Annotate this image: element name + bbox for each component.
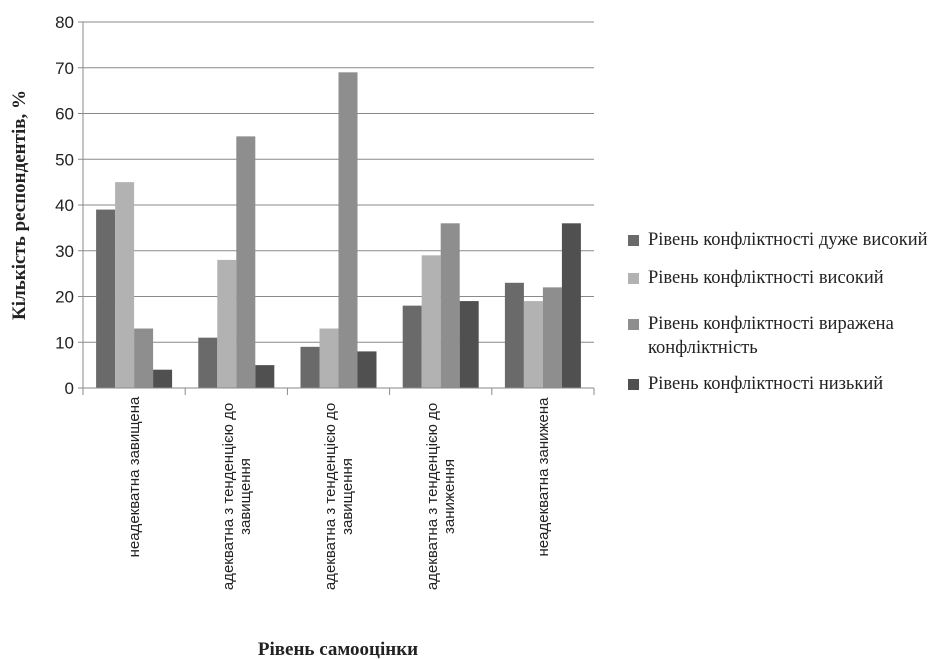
- bar: [255, 365, 275, 388]
- bars: [96, 72, 581, 388]
- legend-swatch: [628, 379, 639, 390]
- y-tick-label: 0: [65, 379, 74, 398]
- bar: [459, 301, 479, 388]
- bar: [542, 287, 562, 388]
- bar: [96, 209, 116, 388]
- legend-item: Рівень конфліктності дуже високий: [628, 228, 937, 252]
- bar: [421, 255, 441, 388]
- bar: [198, 337, 218, 388]
- bar: [236, 136, 256, 388]
- y-tick-label: 10: [55, 333, 74, 352]
- x-axis-title: Рівень самооцінки: [258, 639, 418, 659]
- bar: [115, 182, 135, 388]
- legend-swatch: [628, 319, 639, 330]
- legend-label: Рівень конфліктності дуже високий: [648, 230, 928, 250]
- x-category-label-line: адекватна з тенденцією до: [220, 403, 237, 590]
- axes: [78, 21, 595, 395]
- x-category-label-line: завищення: [339, 458, 356, 535]
- bar: [504, 282, 524, 388]
- y-tick-label: 40: [55, 196, 74, 215]
- bar: [134, 328, 154, 388]
- bar: [523, 301, 543, 388]
- bar: [338, 72, 358, 388]
- bar: [357, 351, 377, 388]
- legend-swatch: [628, 235, 639, 246]
- x-category-label: адекватна з тенденцією дозавищення: [322, 403, 356, 590]
- x-category-label: адекватна з тенденцією дозавищення: [220, 403, 254, 590]
- bar: [561, 223, 581, 388]
- legend-swatch: [628, 273, 639, 284]
- y-tick-label: 70: [55, 59, 74, 78]
- x-category-label-line: неадекватна занижена: [535, 397, 552, 557]
- bar: [153, 369, 173, 388]
- legend-item: Рівень конфліктності високий: [628, 266, 937, 290]
- legend-label: Рівень конфліктності низький: [648, 374, 884, 394]
- y-tick-label: 80: [55, 13, 74, 32]
- x-category-label: неадекватна завищена: [126, 396, 143, 557]
- legend-item: Рівень конфліктності виражена конфліктні…: [628, 312, 937, 360]
- legend-label: Рівень конфліктності високий: [648, 268, 884, 288]
- x-category-label-line: неадекватна завищена: [126, 396, 143, 557]
- y-tick-labels: 0 10 20 30 40 50 60 70 80: [55, 13, 74, 398]
- x-category-label-line: заниження: [441, 459, 458, 534]
- bar: [217, 259, 237, 388]
- x-category-label: неадекватна занижена: [535, 397, 552, 557]
- legend-label: Рівень конфліктності виражена конфліктні…: [648, 314, 894, 358]
- bar: [440, 223, 460, 388]
- y-tick-label: 60: [55, 105, 74, 124]
- bar: [402, 305, 422, 388]
- y-axis-title: Кількість респондентів, %: [9, 90, 30, 320]
- x-category-label-line: адекватна з тенденцією до: [424, 403, 441, 590]
- legend-item: Рівень конфліктності низький: [628, 372, 937, 396]
- y-tick-label: 20: [55, 288, 74, 307]
- bar: [300, 346, 320, 388]
- y-tick-label: 50: [55, 150, 74, 169]
- x-category-label-line: завищення: [237, 458, 254, 535]
- x-category-label-line: адекватна з тенденцією до: [322, 403, 339, 590]
- x-category-label: адекватна з тенденцією дозаниження: [424, 403, 458, 590]
- y-tick-label: 30: [55, 242, 74, 261]
- bar: [319, 328, 339, 388]
- legend: Рівень конфліктності дуже високий Рівень …: [628, 228, 937, 396]
- x-category-labels: неадекватна завищена адекватна з тенденці…: [126, 396, 552, 590]
